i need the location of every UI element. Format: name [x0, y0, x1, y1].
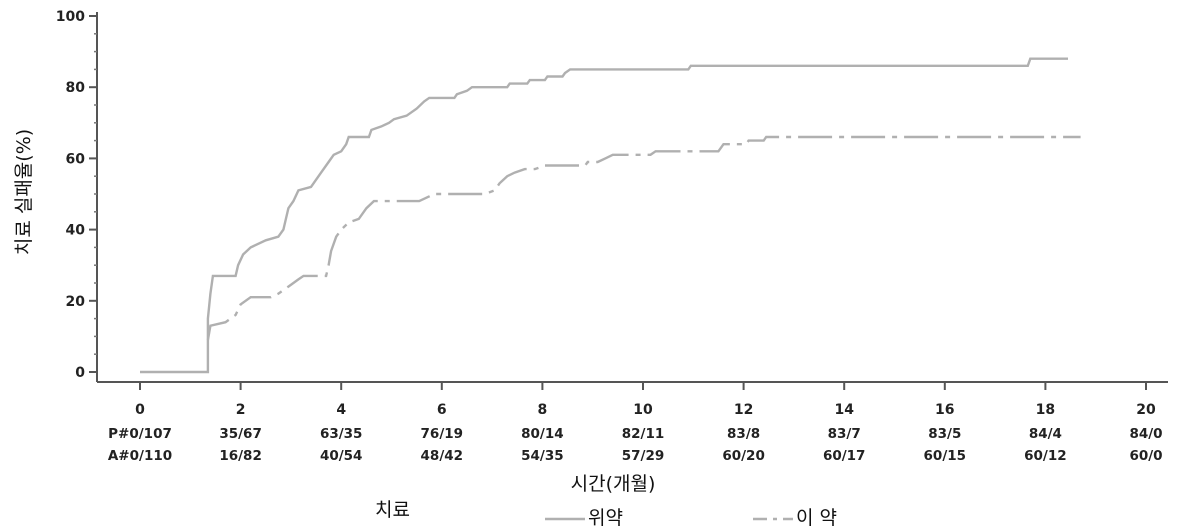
risk-table-cell: 35/67: [219, 426, 262, 442]
risk-table-cell: 83/8: [727, 426, 760, 442]
y-tick-label: 100: [56, 9, 85, 25]
x-tick-label: 4: [336, 402, 346, 418]
tick-labels: 0 20 40 60 80 100 0 2 4 6 8 10 12 14 16 18 20: [56, 9, 1156, 418]
x-tick-label: 18: [1036, 402, 1055, 418]
axes: [89, 12, 1168, 390]
legend-label-0: 위약: [588, 507, 623, 529]
series-line-0: [140, 57, 1068, 374]
risk-table-cell: 60/12: [1024, 448, 1067, 464]
x-tick-label: 20: [1136, 402, 1156, 418]
risk-table-cell: 63/35: [320, 426, 363, 442]
series-line-1: [206, 135, 1081, 341]
risk-table-cell: 40/54: [320, 448, 363, 464]
x-tick-label: 14: [834, 402, 854, 418]
risk-table-cell: 57/29: [622, 448, 665, 464]
legend: 치료 위약 이 약: [375, 499, 837, 529]
risk-table: P#0/107 35/67 63/35 76/19 80/14 82/11 83/8 83/7…: [108, 426, 1163, 464]
risk-table-cell: A#0/110: [108, 448, 172, 464]
risk-table-cell: P#0/107: [108, 426, 172, 442]
series-layer: [140, 57, 1081, 374]
risk-table-cell: 16/82: [219, 448, 262, 464]
y-tick-label: 80: [66, 80, 86, 96]
x-tick-label: 6: [437, 402, 447, 418]
risk-table-cell: 48/42: [421, 448, 464, 464]
x-tick-label: 10: [633, 402, 653, 418]
risk-table-cell: 54/35: [521, 448, 564, 464]
risk-table-cell: 60/17: [823, 448, 866, 464]
x-tick-label: 2: [236, 402, 246, 418]
y-tick-label: 40: [66, 223, 86, 239]
x-tick-label: 16: [935, 402, 954, 418]
risk-table-cell: 60/0: [1129, 448, 1162, 464]
risk-table-cell: 60/15: [924, 448, 967, 464]
legend-items: 위약 이 약: [545, 507, 837, 529]
risk-table-cell: 84/0: [1129, 426, 1162, 442]
risk-table-cell: 83/7: [828, 426, 861, 442]
y-tick-label: 0: [75, 365, 85, 381]
x-axis-title: 시간(개월): [571, 473, 656, 495]
x-tick-label: 12: [734, 402, 753, 418]
risk-table-cell: 82/11: [622, 426, 665, 442]
risk-table-cell: 84/4: [1029, 426, 1062, 442]
risk-table-cell: 80/14: [521, 426, 564, 442]
risk-table-cell: 76/19: [421, 426, 464, 442]
risk-table-cell: 60/20: [722, 448, 765, 464]
x-tick-label: 8: [538, 402, 548, 418]
y-tick-label: 60: [66, 151, 86, 167]
legend-title: 치료: [375, 499, 410, 521]
y-tick-label: 20: [66, 294, 86, 310]
x-tick-label: 0: [135, 402, 145, 418]
risk-table-cell: 83/5: [928, 426, 961, 442]
legend-label-1: 이 약: [796, 507, 837, 529]
y-axis-title: 치료 실패율(%): [13, 129, 35, 255]
